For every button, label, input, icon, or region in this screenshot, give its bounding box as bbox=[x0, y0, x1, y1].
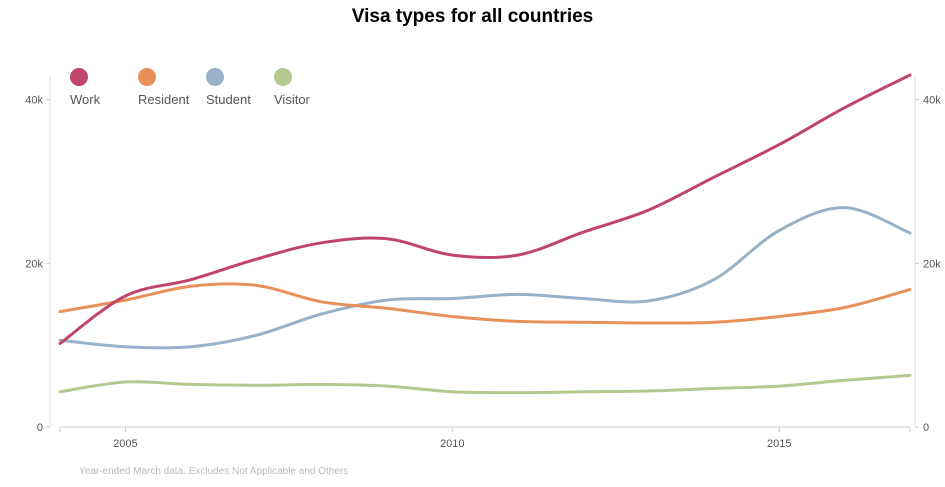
legend-marker-work bbox=[70, 68, 88, 86]
series-lines bbox=[58, 73, 912, 395]
y-tick-label-right: 20k bbox=[923, 258, 941, 270]
legend-marker-visitor bbox=[274, 68, 292, 86]
x-tick-label: 2010 bbox=[440, 438, 464, 450]
axes: 0 0 20k 20k 40k 40k 2005 2010 2015 bbox=[25, 75, 941, 450]
series-line-resident bbox=[58, 282, 912, 325]
footnote: Year-ended March data. Excludes Not Appl… bbox=[79, 466, 349, 477]
y-tick-label-right: 40k bbox=[923, 95, 941, 107]
x-tick-label: 2005 bbox=[113, 438, 137, 450]
y-tick-label-left: 20k bbox=[25, 258, 43, 270]
y-tick-label-left: 0 bbox=[37, 422, 43, 434]
chart-title: Visa types for all countries bbox=[351, 6, 594, 27]
y-tick-label-left: 40k bbox=[25, 95, 43, 107]
legend-marker-resident bbox=[138, 68, 156, 86]
legend-label-visitor: Visitor bbox=[274, 92, 311, 107]
legend-label-work: Work bbox=[70, 92, 101, 107]
legend-label-resident: Resident bbox=[138, 92, 190, 107]
series-line-work bbox=[58, 73, 912, 345]
series-line-student bbox=[58, 206, 912, 350]
y-tick-label-right: 0 bbox=[923, 422, 929, 434]
legend: Work Resident Student Visitor bbox=[70, 68, 311, 107]
legend-label-student: Student bbox=[206, 92, 251, 107]
series-line-visitor bbox=[58, 373, 912, 395]
x-tick-label: 2015 bbox=[767, 438, 791, 450]
legend-marker-student bbox=[206, 68, 224, 86]
